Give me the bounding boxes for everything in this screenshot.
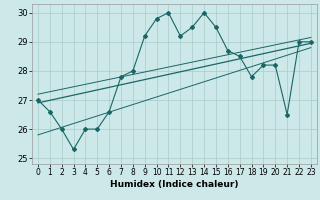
X-axis label: Humidex (Indice chaleur): Humidex (Indice chaleur) bbox=[110, 180, 239, 189]
